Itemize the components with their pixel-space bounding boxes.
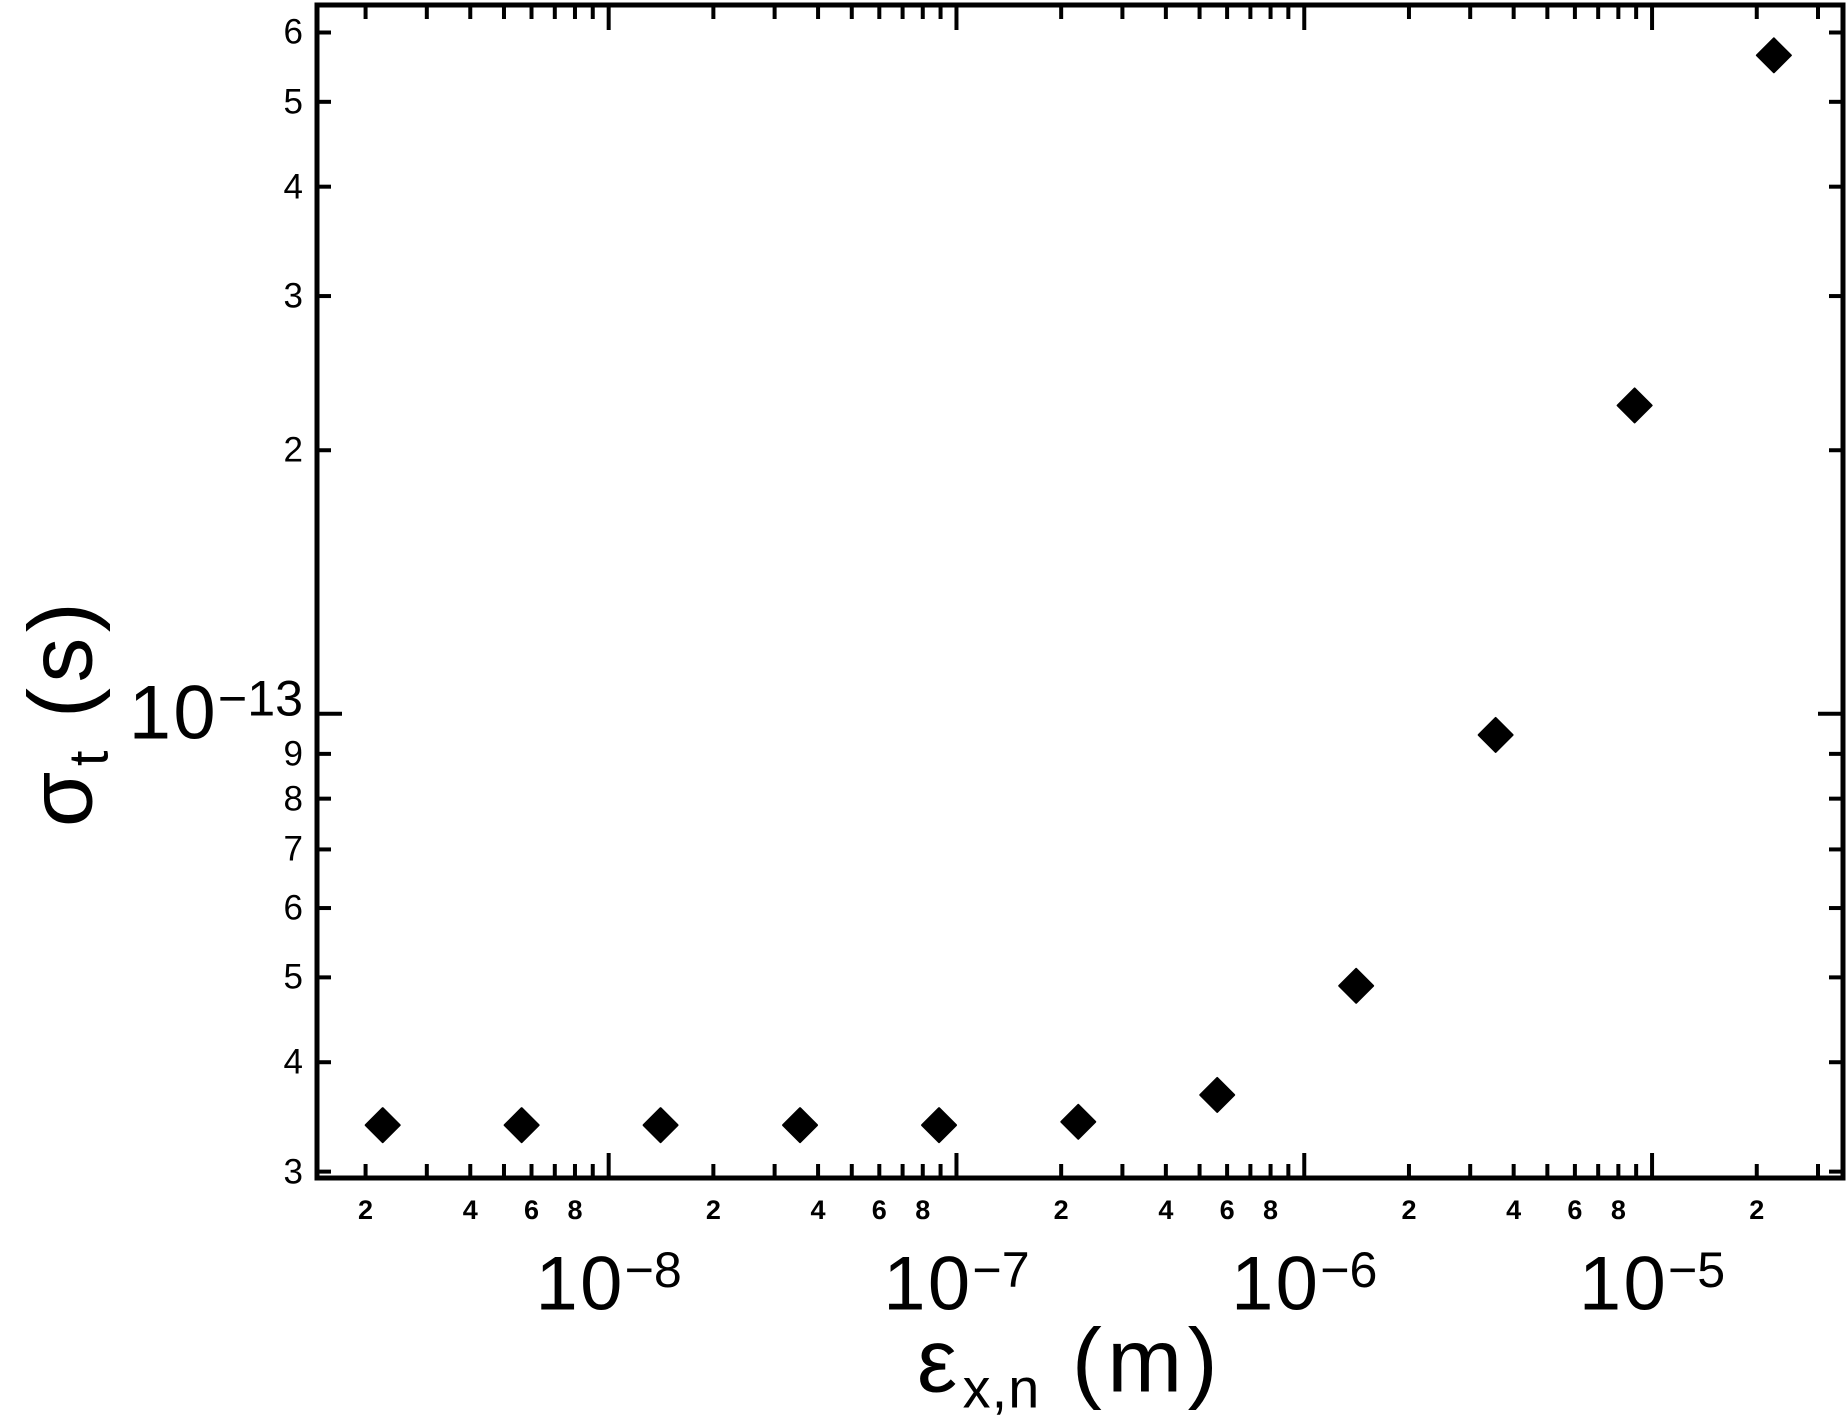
x-axis-decade-label: 10−8 <box>535 1241 682 1327</box>
y-axis-unit: (s) <box>11 596 112 719</box>
x-axis-tick-label: 8 <box>567 1195 583 1225</box>
x-axis-tick-label: 2 <box>358 1195 374 1225</box>
data-point-marker <box>1060 1103 1097 1140</box>
y-axis-tick-label: 5 <box>283 82 303 122</box>
x-axis-subscript: x,n <box>962 1356 1041 1420</box>
y-axis-tick-label: 3 <box>283 1152 303 1192</box>
x-axis-tick-label: 4 <box>462 1195 478 1225</box>
x-axis-tick-label: 6 <box>1567 1195 1583 1225</box>
y-axis-tick-label: 7 <box>283 829 303 869</box>
x-axis-tick-label: 6 <box>523 1195 540 1225</box>
x-axis-tick-label: 6 <box>1219 1195 1235 1225</box>
data-point-marker <box>1755 37 1792 74</box>
x-axis-title: εx,n (m) <box>917 1311 1223 1420</box>
y-axis-tick-label: 2 <box>283 430 303 470</box>
plot-border <box>314 2 1846 1181</box>
y-axis-tick-label: 4 <box>283 167 303 207</box>
y-axis-tick-label: 6 <box>283 12 303 52</box>
x-axis-tick-label: 8 <box>915 1195 931 1225</box>
y-axis-tick-label: 8 <box>283 779 303 819</box>
data-point-marker <box>1477 716 1514 753</box>
data-point-marker <box>1616 387 1653 424</box>
data-point-marker <box>364 1107 401 1144</box>
data-point-marker <box>1338 967 1375 1004</box>
y-axis-symbol: σ <box>11 766 112 828</box>
x-axis-decade-label: 10−5 <box>1578 1241 1726 1327</box>
data-point-marker <box>782 1107 819 1144</box>
data-point-marker <box>503 1107 540 1144</box>
x-axis-tick-label: 2 <box>1053 1195 1069 1225</box>
x-axis-tick-label: 6 <box>871 1195 887 1225</box>
x-axis-unit: (m) <box>1071 1311 1223 1412</box>
x-axis-symbol: ε <box>917 1311 963 1412</box>
x-axis-tick-label: 2 <box>1401 1195 1417 1225</box>
y-axis-tick-label: 4 <box>283 1042 303 1082</box>
y-axis-tick-label: 6 <box>283 888 303 928</box>
data-point-marker <box>921 1107 958 1144</box>
y-axis-title: σt (s) <box>11 596 120 828</box>
y-axis-subscript: t <box>56 749 120 767</box>
data-point-marker <box>1199 1076 1236 1113</box>
x-axis-tick-label: 4 <box>1506 1195 1522 1225</box>
x-axis-decade-label: 10−7 <box>883 1241 1030 1327</box>
data-point-marker <box>642 1107 679 1144</box>
y-axis-tick-label: 5 <box>283 957 303 997</box>
y-axis-tick-label: 9 <box>283 734 303 774</box>
x-axis-tick-label: 4 <box>810 1195 826 1225</box>
x-axis-tick-label: 8 <box>1263 1195 1279 1225</box>
x-axis-tick-label: 8 <box>1610 1195 1626 1225</box>
x-axis-decade-label: 10−6 <box>1231 1241 1378 1327</box>
x-axis-tick-label: 2 <box>1749 1195 1765 1225</box>
y-axis-tick-label: 3 <box>283 276 303 316</box>
y-axis-decade-label: 10−13 <box>128 670 303 756</box>
x-axis-tick-label: 4 <box>1158 1195 1174 1225</box>
x-axis-tick-label: 2 <box>705 1195 721 1225</box>
